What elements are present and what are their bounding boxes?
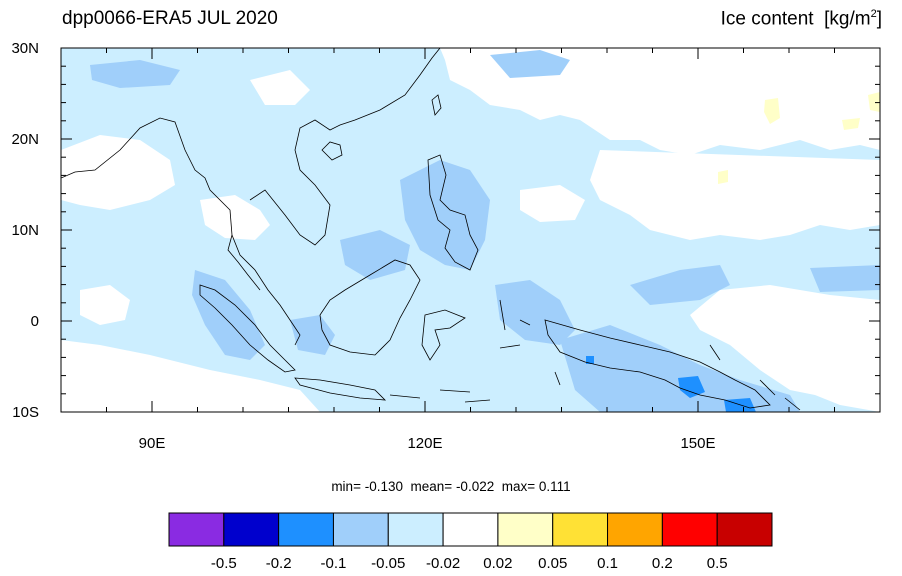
colorbar-swatch (168, 512, 225, 547)
colorbar-label: 0.05 (538, 555, 567, 572)
colorbar-label: -0.1 (321, 555, 347, 572)
mean-label: mean= (410, 479, 453, 494)
colorbar-swatch (442, 512, 499, 547)
coastline-java (294, 377, 387, 401)
min-label: min= (331, 479, 361, 494)
colorbar-swatch (661, 512, 718, 547)
field-medium-region (400, 160, 490, 270)
colorbar-label: 0.02 (483, 555, 512, 572)
colorbar-label: -0.05 (371, 555, 405, 572)
colorbar-label: 0.2 (652, 555, 673, 572)
min-value: -0.130 (364, 479, 403, 494)
field-medium-region (340, 230, 410, 280)
units-suffix: ] (876, 8, 882, 30)
colorbar-swatch (387, 512, 444, 547)
max-value: 0.111 (538, 479, 571, 494)
field-medium-region (495, 280, 575, 345)
colorbar-label: 0.5 (707, 555, 728, 572)
coastline-hainan (321, 141, 343, 161)
mean-value: -0.022 (455, 479, 495, 494)
field-positive-region (842, 118, 860, 130)
field-positive-region (718, 170, 728, 184)
colorbar: -0.5 -0.2 -0.1 -0.05 -0.02 0.02 0.05 0.1 0.2 0.5 (168, 512, 773, 572)
statistics: min= -0.130 mean= -0.022 max= 0.111 (0, 479, 902, 494)
field-white-region (61, 340, 320, 412)
coastline-islands (389, 299, 801, 411)
colorbar-swatch (716, 512, 773, 547)
lat-tick-label: 0 (31, 313, 39, 330)
colorbar-swatch (497, 512, 554, 547)
field-white-region (520, 185, 585, 222)
colorbar-swatch (607, 512, 663, 547)
field-medium-region (290, 315, 335, 355)
max-label: max= (501, 479, 536, 494)
coastline-sumatra (199, 284, 296, 373)
coastlines (61, 48, 801, 411)
coastline-borneo (319, 259, 421, 356)
map-ticks: 90E 120E 150E 30N 20N 10N 0 10S (11, 40, 881, 452)
lat-tick-label: 10N (11, 222, 39, 239)
units-prefix: [kg/m (824, 8, 871, 30)
field-white-region (250, 70, 310, 105)
variable-units-title: Ice content [kg/m2] (721, 8, 882, 30)
coastline-asia (61, 117, 301, 346)
lon-tick-label: 90E (139, 435, 166, 452)
field-medium-region (490, 50, 570, 78)
field-white-region (80, 285, 130, 325)
field-strong-region (586, 356, 594, 364)
coastline-new-guinea (544, 319, 771, 409)
coastline-indochina (227, 48, 441, 291)
field-white-region (200, 195, 270, 240)
coastline-sulawesi (421, 309, 466, 361)
map-title: dpp0066-ERA5 JUL 2020 (62, 8, 278, 29)
colorbar-label: 0.1 (597, 555, 618, 572)
lat-tick-label: 30N (11, 40, 39, 57)
colorbar-label: -0.2 (266, 555, 292, 572)
units-exponent: 2 (870, 8, 877, 20)
field-medium-region (630, 265, 730, 305)
field-strong-region (678, 376, 705, 398)
colorbar-label: -0.02 (426, 555, 460, 572)
field-white-region (690, 285, 880, 412)
colorbar-swatch (278, 512, 334, 547)
colorbar-swatch (552, 512, 609, 547)
coastline-taiwan (431, 94, 442, 116)
field-white-region (590, 150, 880, 240)
field-medium-region (90, 60, 180, 88)
colorbar-swatch (223, 512, 280, 547)
field-white-region (61, 135, 175, 210)
field-medium-region (810, 265, 880, 292)
field-positive-region (764, 98, 780, 124)
lon-tick-label: 150E (680, 435, 715, 452)
lat-tick-label: 20N (11, 131, 39, 148)
lon-tick-label: 120E (407, 435, 442, 452)
lat-tick-label: 10S (12, 404, 39, 421)
colorbar-label: -0.5 (211, 555, 237, 572)
field-medium-region (192, 270, 265, 360)
coastline-philippines (427, 154, 479, 271)
variable-name: Ice content (720, 8, 814, 30)
colorbar-swatch (332, 512, 389, 547)
field-positive-region (868, 92, 880, 112)
field-medium-region (560, 325, 800, 412)
field-layer (61, 48, 880, 412)
